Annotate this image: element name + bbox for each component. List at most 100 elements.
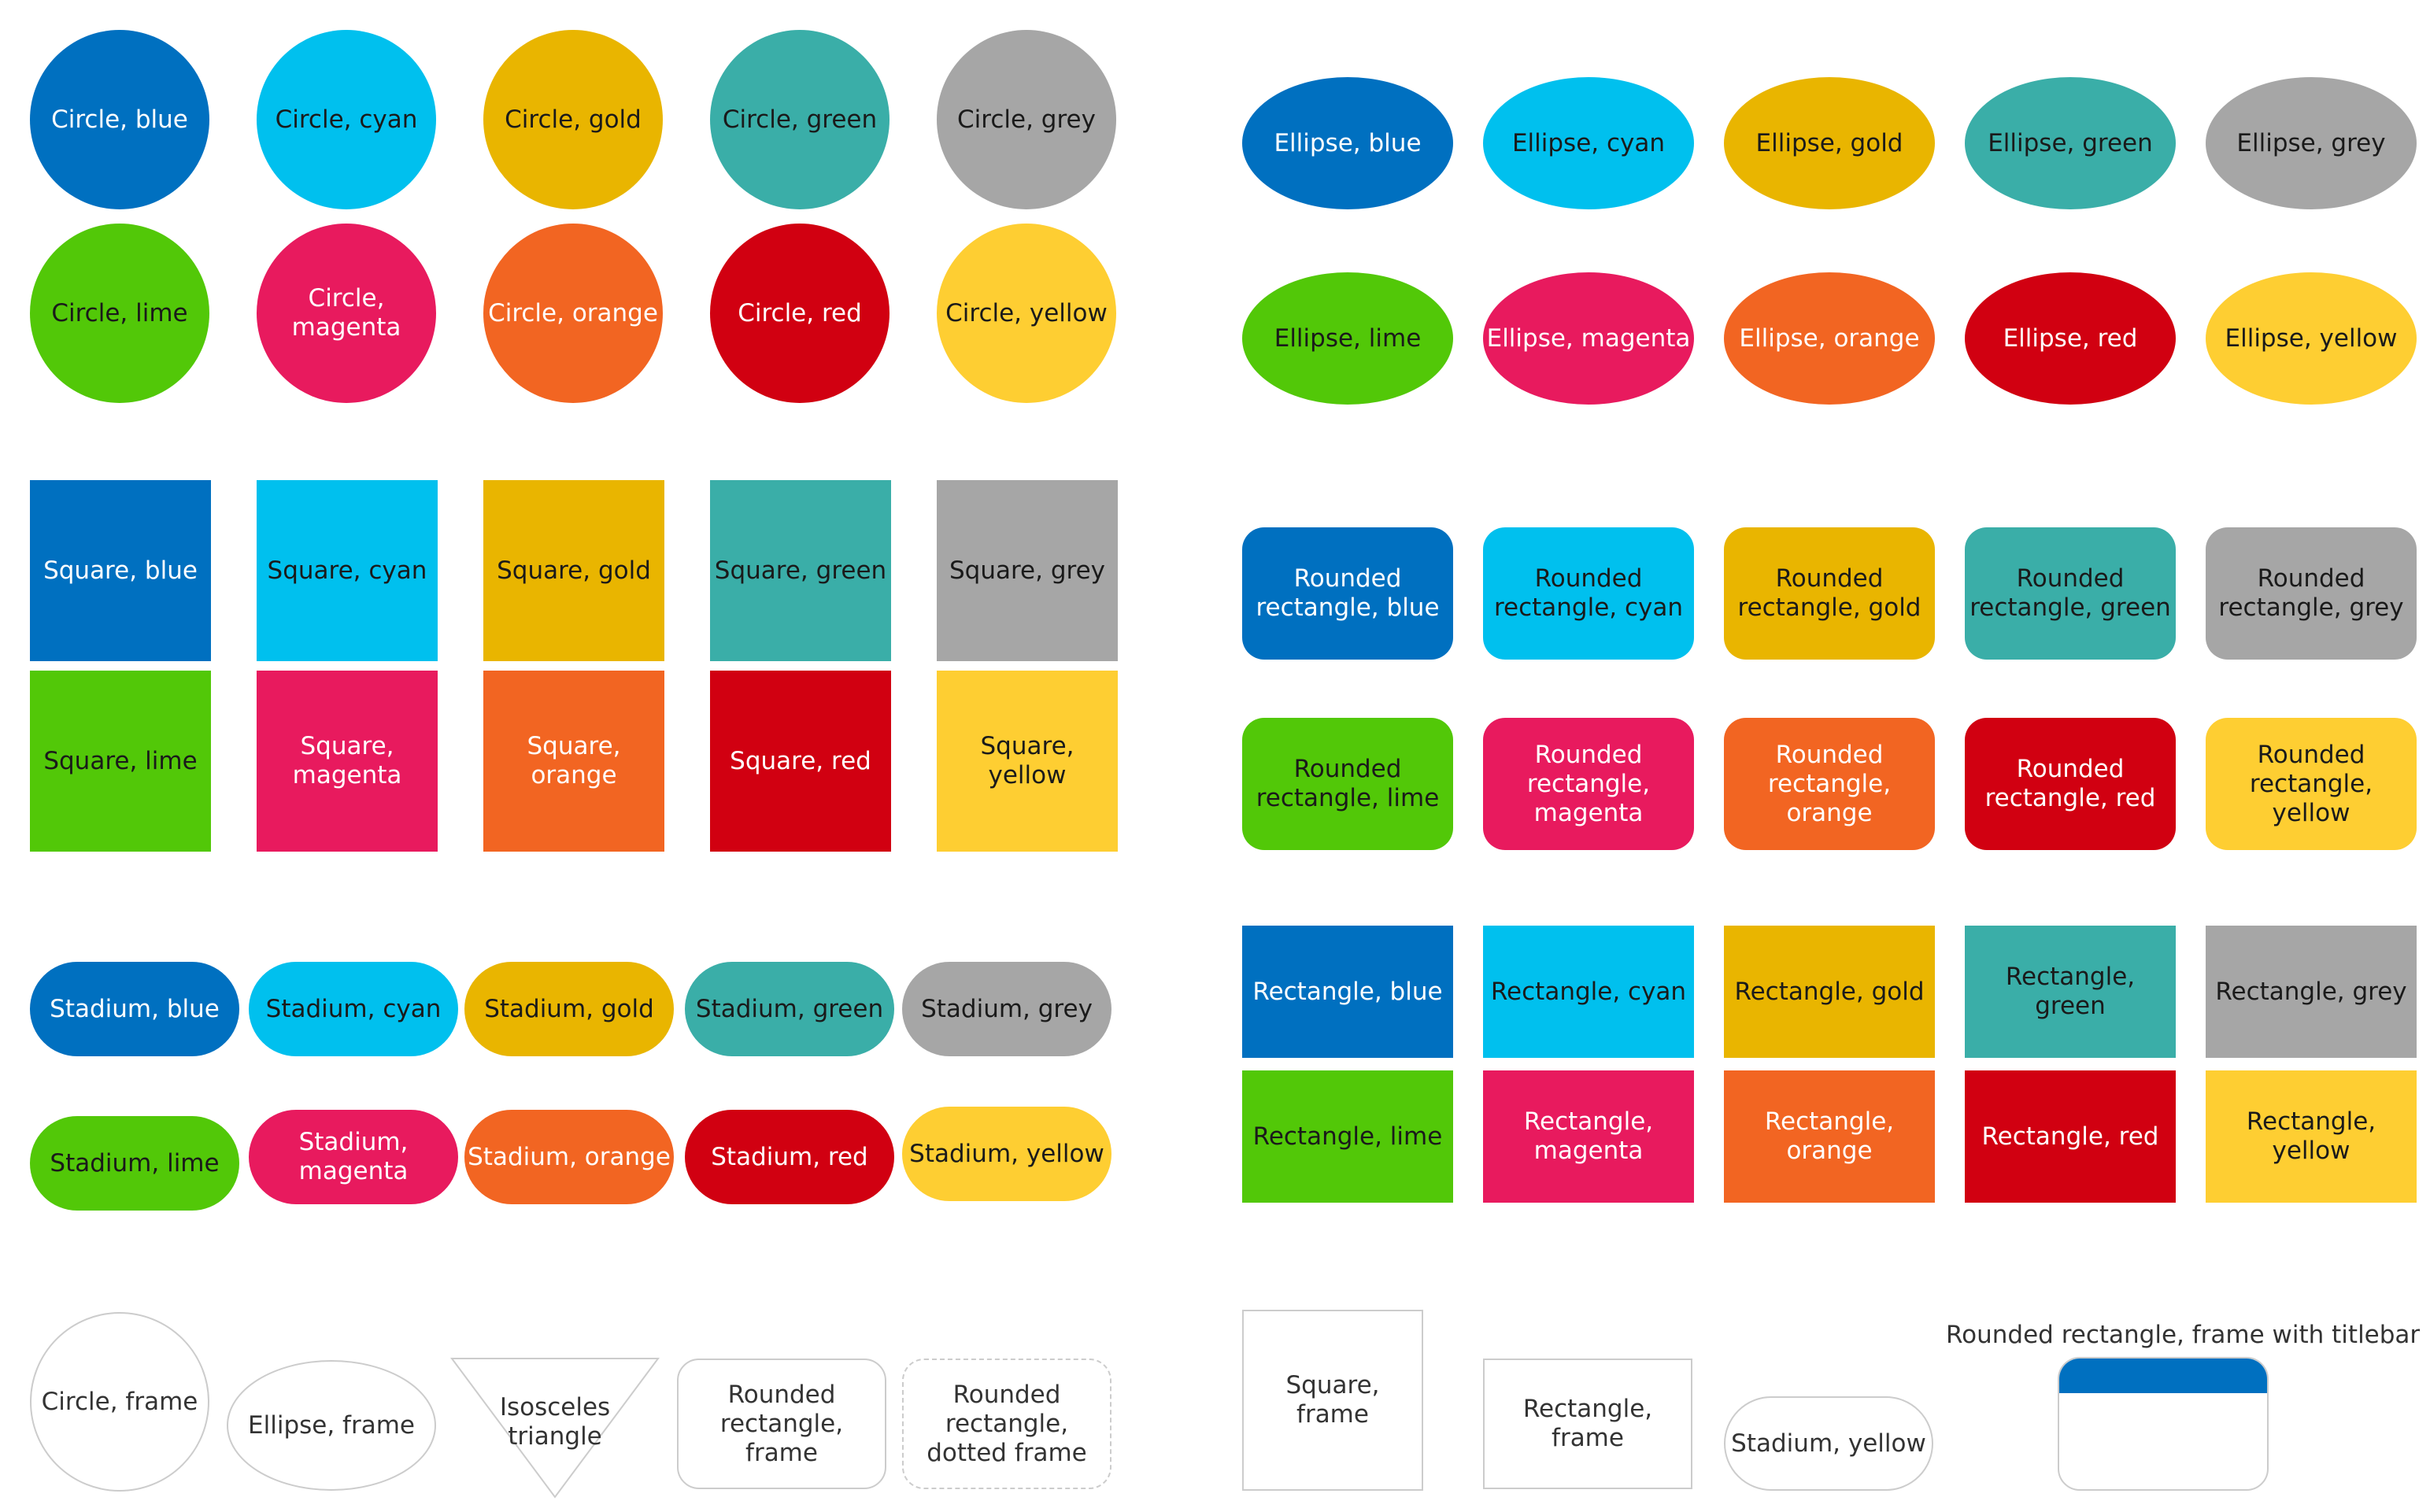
- stadium-green-shape[interactable]: Stadium, green: [685, 962, 894, 1056]
- shape-label: Ellipse, cyan: [1511, 128, 1666, 157]
- square-yellow-shape[interactable]: Square, yellow: [937, 671, 1118, 852]
- rectangle-grey-shape[interactable]: Rectangle, grey: [2206, 926, 2417, 1058]
- square-lime-shape[interactable]: Square, lime: [30, 671, 211, 852]
- square-frame-shape[interactable]: Square, frame: [1242, 1310, 1423, 1491]
- circle-orange-shape[interactable]: Circle, orange: [483, 224, 663, 403]
- rounded-rectangle-gold-shape[interactable]: Rounded rectangle, gold: [1724, 527, 1935, 660]
- shape-label: Stadium, green: [695, 994, 884, 1023]
- rectangle-orange-shape[interactable]: Rectangle, orange: [1724, 1070, 1935, 1203]
- stadium-gold-shape[interactable]: Stadium, gold: [464, 962, 674, 1056]
- shape-label: Rectangle, frame: [1522, 1395, 1653, 1452]
- square-orange-shape[interactable]: Square, orange: [483, 671, 664, 852]
- shape-label: Stadium, red: [711, 1142, 868, 1171]
- shape-label: Circle, blue: [51, 105, 188, 134]
- shape-label: Square, blue: [43, 556, 198, 585]
- ellipse-green-shape[interactable]: Ellipse, green: [1965, 77, 2176, 209]
- rounded-rectangle-blue-shape[interactable]: Rounded rectangle, blue: [1242, 527, 1453, 660]
- titlebar: [2059, 1359, 2267, 1393]
- rounded-rectangle-lime-shape[interactable]: Rounded rectangle, lime: [1242, 718, 1453, 850]
- shape-label: Ellipse, blue: [1274, 128, 1422, 157]
- stadium-cyan-shape[interactable]: Stadium, cyan: [249, 962, 458, 1056]
- square-blue-shape[interactable]: Square, blue: [30, 480, 211, 661]
- ellipse-red-shape[interactable]: Ellipse, red: [1965, 272, 2176, 405]
- circle-lime-shape[interactable]: Circle, lime: [30, 224, 209, 403]
- circle-red-shape[interactable]: Circle, red: [710, 224, 890, 403]
- shape-label: Circle, cyan: [275, 105, 418, 134]
- square-green-shape[interactable]: Square, green: [710, 480, 891, 661]
- shape-label: Stadium, orange: [468, 1142, 671, 1171]
- rounded-rectangle-red-shape[interactable]: Rounded rectangle, red: [1965, 718, 2176, 850]
- shape-label: Circle, green: [722, 105, 878, 134]
- rounded-rectangle-cyan-shape[interactable]: Rounded rectangle, cyan: [1483, 527, 1694, 660]
- stadium-red-shape[interactable]: Stadium, red: [685, 1110, 894, 1204]
- shape-label: Square, yellow: [980, 732, 1074, 789]
- rectangle-cyan-shape[interactable]: Rectangle, cyan: [1483, 926, 1694, 1058]
- shape-label: Rounded rectangle, yellow: [2249, 740, 2373, 827]
- shape-label: Stadium, grey: [921, 994, 1093, 1023]
- rectangle-green-shape[interactable]: Rectangle, green: [1965, 926, 2176, 1058]
- ellipse-yellow-shape[interactable]: Ellipse, yellow: [2206, 272, 2417, 405]
- shape-label: Stadium, gold: [484, 994, 654, 1023]
- ellipse-frame-shape[interactable]: Ellipse, frame: [227, 1360, 436, 1491]
- shape-label: Stadium, magenta: [298, 1128, 409, 1185]
- circle-grey-shape[interactable]: Circle, grey: [937, 30, 1116, 209]
- rectangle-red-shape[interactable]: Rectangle, red: [1965, 1070, 2176, 1203]
- ellipse-gold-shape[interactable]: Ellipse, gold: [1724, 77, 1935, 209]
- square-grey-shape[interactable]: Square, grey: [937, 480, 1118, 661]
- shape-label: Rounded rectangle, orange: [1767, 740, 1892, 827]
- circle-green-shape[interactable]: Circle, green: [710, 30, 890, 209]
- stadium-frame-shape[interactable]: Stadium, yellow: [1724, 1396, 1933, 1491]
- rounded-rectangle-magenta-shape[interactable]: Rounded rectangle, magenta: [1483, 718, 1694, 850]
- rectangle-blue-shape[interactable]: Rectangle, blue: [1242, 926, 1453, 1058]
- shape-label: Stadium, cyan: [265, 994, 442, 1023]
- rounded-rectangle-yellow-shape[interactable]: Rounded rectangle, yellow: [2206, 718, 2417, 850]
- circle-frame-shape[interactable]: Circle, frame: [30, 1312, 209, 1492]
- shape-label: Rounded rectangle, frame: [719, 1380, 844, 1467]
- rounded-rectangle-dotted-frame-shape[interactable]: Rounded rectangle, dotted frame: [902, 1359, 1111, 1489]
- circle-gold-shape[interactable]: Circle, gold: [483, 30, 663, 209]
- shape-label: Square, cyan: [267, 556, 427, 585]
- shape-label: Rounded rectangle, lime: [1256, 755, 1440, 812]
- stadium-yellow-shape[interactable]: Stadium, yellow: [902, 1107, 1111, 1201]
- circle-cyan-shape[interactable]: Circle, cyan: [257, 30, 436, 209]
- rounded-rectangle-green-shape[interactable]: Rounded rectangle, green: [1965, 527, 2176, 660]
- isosceles-triangle-shape[interactable]: [449, 1355, 661, 1500]
- shape-label: Square, lime: [43, 746, 198, 775]
- stadium-grey-shape[interactable]: Stadium, grey: [902, 962, 1111, 1056]
- square-magenta-shape[interactable]: Square, magenta: [257, 671, 438, 852]
- circle-blue-shape[interactable]: Circle, blue: [30, 30, 209, 209]
- shape-label: Stadium, blue: [50, 994, 220, 1023]
- square-gold-shape[interactable]: Square, gold: [483, 480, 664, 661]
- shape-label: Square, orange: [527, 732, 621, 789]
- stadium-magenta-shape[interactable]: Stadium, magenta: [249, 1110, 458, 1204]
- ellipse-orange-shape[interactable]: Ellipse, orange: [1724, 272, 1935, 405]
- ellipse-cyan-shape[interactable]: Ellipse, cyan: [1483, 77, 1694, 209]
- circle-yellow-shape[interactable]: Circle, yellow: [937, 224, 1116, 403]
- ellipse-grey-shape[interactable]: Ellipse, grey: [2206, 77, 2417, 209]
- ellipse-blue-shape[interactable]: Ellipse, blue: [1242, 77, 1453, 209]
- shape-label: Square, grey: [949, 556, 1105, 585]
- circle-magenta-shape[interactable]: Circle, magenta: [257, 224, 436, 403]
- rectangle-magenta-shape[interactable]: Rectangle, magenta: [1483, 1070, 1694, 1203]
- square-red-shape[interactable]: Square, red: [710, 671, 891, 852]
- rectangle-lime-shape[interactable]: Rectangle, lime: [1242, 1070, 1453, 1203]
- rounded-rectangle-orange-shape[interactable]: Rounded rectangle, orange: [1724, 718, 1935, 850]
- rounded-rectangle-frame-shape[interactable]: Rounded rectangle, frame: [677, 1359, 886, 1489]
- stadium-lime-shape[interactable]: Stadium, lime: [30, 1116, 239, 1211]
- stadium-orange-shape[interactable]: Stadium, orange: [464, 1110, 674, 1204]
- ellipse-magenta-shape[interactable]: Ellipse, magenta: [1483, 272, 1694, 405]
- square-cyan-shape[interactable]: Square, cyan: [257, 480, 438, 661]
- shape-label: Isosceles triangle: [499, 1393, 611, 1451]
- ellipse-lime-shape[interactable]: Ellipse, lime: [1242, 272, 1453, 405]
- rectangle-gold-shape[interactable]: Rectangle, gold: [1724, 926, 1935, 1058]
- shape-label: Rounded rectangle, cyan: [1493, 564, 1684, 622]
- rounded-rectangle-titlebar-frame-shape[interactable]: [2058, 1357, 2269, 1491]
- shape-label: Rounded rectangle, red: [1984, 755, 2156, 812]
- shape-label: Square, green: [714, 556, 887, 585]
- rectangle-frame-shape[interactable]: Rectangle, frame: [1483, 1359, 1692, 1489]
- stadium-blue-shape[interactable]: Stadium, blue: [30, 962, 239, 1056]
- shape-label: Circle, magenta: [291, 284, 401, 342]
- shape-label: Rounded rectangle, blue: [1256, 564, 1440, 622]
- rectangle-yellow-shape[interactable]: Rectangle, yellow: [2206, 1070, 2417, 1203]
- rounded-rectangle-grey-shape[interactable]: Rounded rectangle, grey: [2206, 527, 2417, 660]
